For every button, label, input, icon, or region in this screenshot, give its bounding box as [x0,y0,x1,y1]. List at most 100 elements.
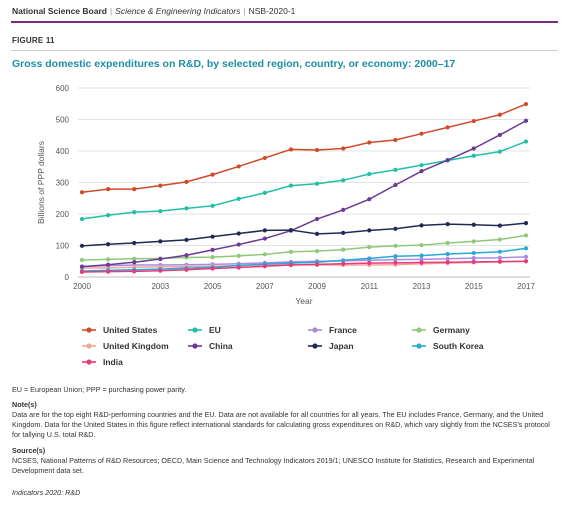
legend-label: United Kingdom [103,341,169,351]
data-point-japan [497,223,502,228]
legend-label: South Korea [433,341,484,351]
data-point-eu [288,183,294,188]
legend-swatch-marker [312,327,318,333]
data-point-united-states [419,131,424,136]
legend-swatch-marker [192,343,198,349]
data-point-japan [106,242,111,247]
legend-label: Japan [329,341,354,351]
data-point-united-states [236,164,241,169]
data-point-germany [79,257,85,263]
legend-swatch-marker [416,327,422,333]
notes-heading: Note(s) [12,400,37,409]
data-point-south-korea [419,253,424,258]
data-point-india [314,262,320,267]
data-point-china [314,216,320,222]
data-point-united-states [341,146,346,151]
data-point-india [262,264,267,269]
x-tick-label: 2015 [465,282,483,291]
data-point-eu [367,171,372,177]
series-line-france [81,256,527,268]
sources-heading: Source(s) [12,446,46,455]
data-point-china [419,169,424,174]
data-point-south-korea [341,258,346,263]
series-line-india [81,260,527,273]
publication-name: Science & Engineering Indicators [115,6,241,16]
legend-item-united-states: United States [82,325,158,335]
data-point-japan [262,228,267,233]
series-line-china [81,120,527,268]
data-point-south-korea [445,251,450,257]
header-rule [11,21,558,23]
report-header: National Science Board | Science & Enginee… [12,6,295,16]
data-point-germany [314,249,320,254]
data-point-france [523,254,529,259]
data-point-china [341,207,346,213]
data-point-india [367,261,372,266]
data-point-germany [106,257,111,262]
series-china [79,118,529,269]
legend-swatch-marker [86,343,92,349]
legend-label: United States [103,325,158,335]
data-point-eu [262,190,267,195]
data-point-india [184,267,189,272]
data-point-united-states [497,112,502,117]
data-point-japan [393,226,398,231]
x-tick-label: 2009 [308,282,326,291]
y-tick-label: 100 [56,242,70,251]
data-point-japan [158,239,163,244]
data-point-united-states [393,137,398,143]
data-point-germany [445,240,450,246]
data-point-japan [184,237,189,242]
y-tick-label: 0 [65,273,70,282]
legend-item-south-korea: South Korea [412,341,484,351]
series-eu [79,139,529,222]
data-point-japan [314,231,320,236]
data-point-united-states [471,118,476,124]
y-tick-label: 600 [56,84,70,93]
data-point-united-states [523,101,529,107]
data-point-china [367,197,372,202]
series-line-eu [81,140,527,220]
data-point-china [79,264,85,269]
data-point-eu [106,213,111,218]
data-point-japan [445,221,450,227]
data-point-south-korea [523,246,529,251]
data-point-india [523,259,529,264]
legend-label: France [329,325,357,335]
data-point-south-korea [497,249,502,254]
sources-text: NCSES, National Patterns of R&D Resource… [12,456,535,475]
data-point-eu [523,139,529,144]
data-point-germany [471,239,476,244]
y-tick-label: 500 [56,116,70,125]
series-united-states [79,101,529,195]
data-point-china [184,253,189,258]
legend-item-china: China [188,341,233,351]
data-point-eu [158,209,163,214]
data-point-germany [341,247,346,252]
data-point-india [132,269,137,274]
data-point-germany [419,243,424,248]
data-point-france [471,256,476,261]
legend-item-eu: EU [188,325,221,335]
data-point-germany [288,249,294,254]
data-point-united-states [288,147,294,152]
x-tick-label: 2017 [517,282,535,291]
data-point-eu [341,178,346,183]
data-point-united-states [367,140,372,145]
data-point-south-korea [367,256,372,261]
data-point-eu [471,153,476,158]
data-point-india [497,259,502,264]
header-separator: | [109,6,113,16]
data-point-germany [497,237,502,242]
data-point-india [236,265,241,270]
data-point-united-states [262,155,267,161]
legend-label: China [209,341,233,351]
data-point-japan [523,221,529,226]
series-line-united-states [81,103,527,194]
data-point-japan [471,222,476,227]
data-point-united-states [184,179,189,184]
x-tick-label: 2003 [151,282,169,291]
legend-label: India [103,357,123,367]
data-point-france [419,257,424,262]
series-japan [79,221,529,248]
